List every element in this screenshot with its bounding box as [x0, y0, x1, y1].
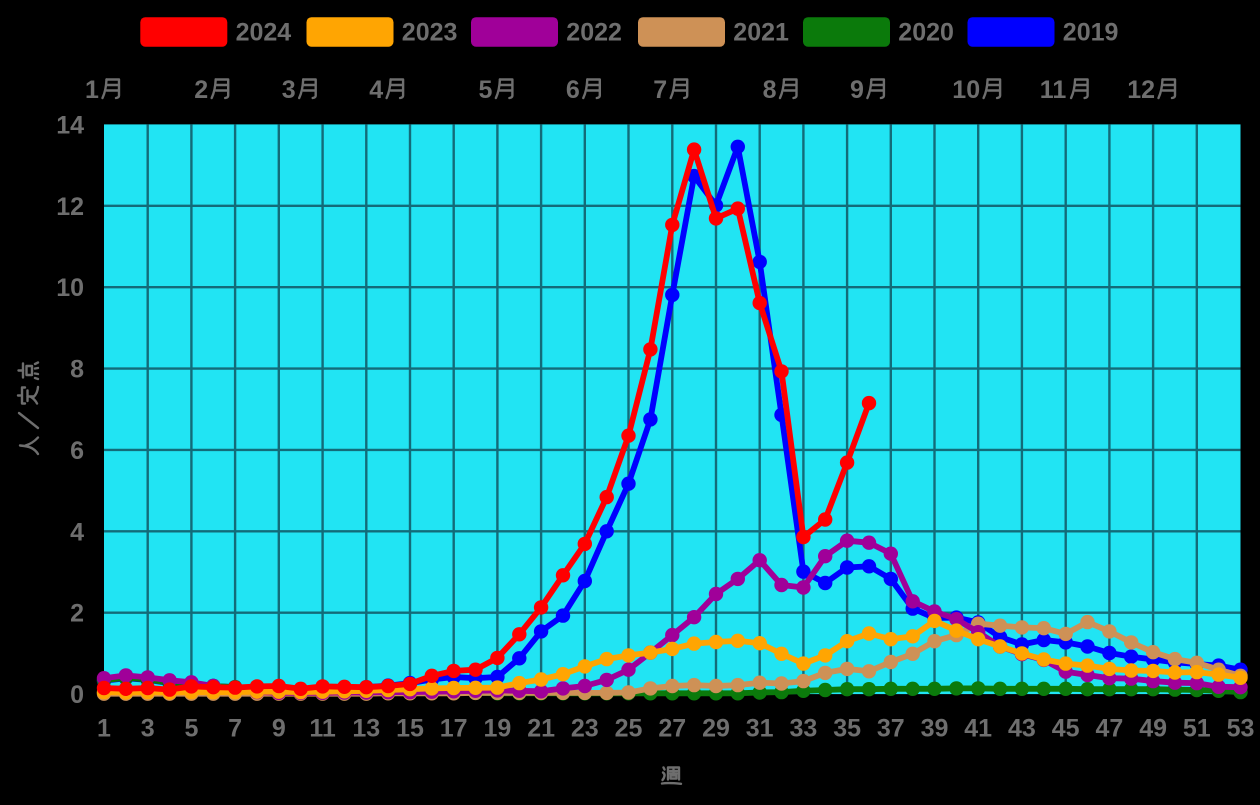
svg-text:10: 10 — [56, 274, 84, 302]
svg-text:43: 43 — [1008, 715, 1036, 743]
svg-text:2: 2 — [194, 76, 208, 104]
svg-text:9: 9 — [272, 715, 286, 743]
svg-text:17: 17 — [440, 715, 468, 743]
svg-text:9: 9 — [850, 76, 864, 104]
svg-text:4: 4 — [369, 76, 383, 104]
svg-text:8: 8 — [70, 356, 84, 384]
svg-text:1: 1 — [97, 715, 111, 743]
svg-text:7: 7 — [228, 715, 242, 743]
svg-text:25: 25 — [615, 715, 643, 743]
svg-text:3: 3 — [141, 715, 155, 743]
svg-text:13: 13 — [352, 715, 380, 743]
svg-text:3: 3 — [282, 76, 296, 104]
svg-text:2019: 2019 — [1063, 19, 1119, 47]
svg-text:6: 6 — [70, 437, 84, 465]
svg-text:49: 49 — [1139, 715, 1167, 743]
svg-text:15: 15 — [396, 715, 424, 743]
svg-text:7: 7 — [653, 76, 667, 104]
svg-text:12: 12 — [56, 193, 84, 221]
svg-text:5: 5 — [184, 715, 198, 743]
svg-text:2020: 2020 — [898, 19, 954, 47]
svg-text:27: 27 — [658, 715, 686, 743]
svg-text:1: 1 — [85, 76, 99, 104]
svg-text:37: 37 — [877, 715, 905, 743]
svg-text:2024: 2024 — [236, 19, 292, 47]
svg-text:53: 53 — [1227, 715, 1255, 743]
svg-text:11: 11 — [1040, 76, 1067, 104]
svg-text:2: 2 — [70, 600, 84, 628]
svg-text:39: 39 — [921, 715, 949, 743]
svg-text:4: 4 — [70, 518, 84, 546]
svg-text:0: 0 — [70, 681, 84, 709]
svg-text:29: 29 — [702, 715, 730, 743]
svg-text:14: 14 — [56, 111, 84, 139]
svg-text:6: 6 — [566, 76, 580, 104]
svg-text:45: 45 — [1052, 715, 1080, 743]
svg-text:47: 47 — [1095, 715, 1123, 743]
svg-text:19: 19 — [483, 715, 511, 743]
svg-text:11: 11 — [309, 715, 336, 743]
svg-text:2022: 2022 — [566, 19, 622, 47]
svg-text:2021: 2021 — [733, 19, 789, 47]
svg-text:31: 31 — [746, 715, 774, 743]
svg-text:23: 23 — [571, 715, 599, 743]
svg-text:12: 12 — [1127, 76, 1155, 104]
svg-text:5: 5 — [479, 76, 493, 104]
svg-text:2023: 2023 — [402, 19, 458, 47]
svg-text:8: 8 — [763, 76, 777, 104]
svg-text:51: 51 — [1183, 715, 1211, 743]
svg-text:41: 41 — [964, 715, 992, 743]
svg-text:10: 10 — [952, 76, 980, 104]
svg-text:35: 35 — [833, 715, 861, 743]
svg-text:33: 33 — [789, 715, 817, 743]
svg-text:21: 21 — [527, 715, 555, 743]
